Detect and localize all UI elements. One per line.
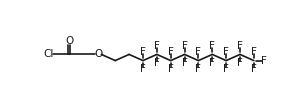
Text: F: F <box>209 41 215 51</box>
Text: Cl: Cl <box>43 49 53 59</box>
Text: F: F <box>154 41 160 51</box>
Text: F: F <box>196 64 201 74</box>
Text: F: F <box>182 58 188 68</box>
Text: F: F <box>140 64 146 74</box>
Text: F: F <box>251 47 257 57</box>
Text: F: F <box>261 56 267 66</box>
Text: F: F <box>168 64 174 74</box>
Text: F: F <box>168 47 174 57</box>
Text: F: F <box>223 47 229 57</box>
Text: F: F <box>237 58 243 68</box>
Text: F: F <box>196 47 201 57</box>
Text: O: O <box>94 49 102 59</box>
Text: F: F <box>154 58 160 68</box>
Text: F: F <box>251 64 257 74</box>
Text: F: F <box>209 58 215 68</box>
Text: O: O <box>65 36 73 46</box>
Text: F: F <box>237 41 243 51</box>
Text: F: F <box>182 41 188 51</box>
Text: F: F <box>223 64 229 74</box>
Text: F: F <box>140 47 146 57</box>
